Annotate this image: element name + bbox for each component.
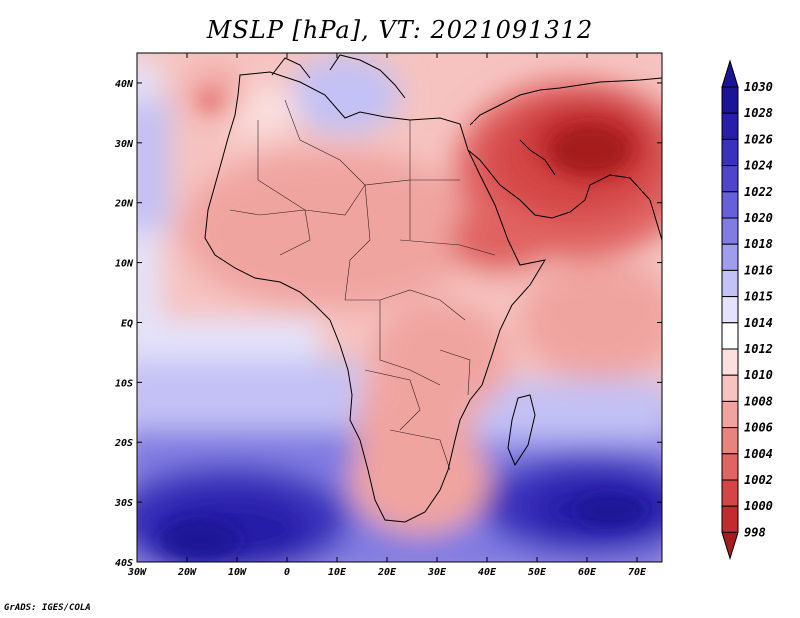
colorbar-label: 1004 [744, 447, 773, 461]
colorbar-label: 1022 [744, 185, 773, 199]
lon-tick-label: 70E [628, 567, 647, 578]
lon-tick-label: 30E [427, 567, 447, 578]
lon-tick-label: 50E [528, 567, 547, 578]
borders [229, 99, 496, 471]
colorbar-swatch [721, 400, 739, 429]
lat-tick-label: EQ [121, 318, 133, 329]
colorbar-swatch [721, 191, 739, 219]
coastlines [204, 54, 662, 523]
colorbar-swatch [721, 427, 739, 455]
colorbar-label: 1010 [744, 368, 773, 382]
lon-tick-label: 60E [578, 567, 597, 578]
lat-tick-label: 20N [114, 199, 134, 210]
lon-tick-label: 40E [478, 567, 497, 578]
lat-tick-label: 20S [114, 438, 133, 449]
colorbar-swatch [721, 138, 739, 167]
colorbar-swatch [721, 322, 739, 350]
colorbar-swatch [721, 165, 739, 193]
axis-ticks: 30W 20W 10W 0 10E 20E 30E 40E 50E 60E 70E 40N 30N 20N… [114, 53, 662, 578]
credit-label: GrADS: IGES/COLA [4, 603, 91, 613]
lon-tick-label: 0 [284, 567, 290, 578]
colorbar-label: 998 [744, 525, 766, 539]
colorbar-swatch [721, 296, 739, 324]
lat-tick-label: 30N [114, 139, 134, 150]
lat-tick-label: 40S [115, 558, 133, 569]
colorbar-label: 1006 [744, 421, 773, 435]
lon-tick-label: 20W [177, 567, 197, 578]
colorbar: 1030 1028 1026 1024 1022 1020 1018 1016 1015 1014… [721, 59, 773, 561]
lat-tick-label: 40N [115, 79, 134, 90]
lat-tick-label: 30S [114, 498, 133, 509]
colorbar-label: 1030 [744, 80, 773, 94]
colorbar-label: 1014 [744, 316, 773, 330]
colorbar-swatch [721, 374, 739, 402]
lon-tick-label: 20E [377, 567, 397, 578]
map-frame [136, 52, 663, 563]
colorbar-bottom-arrow [721, 531, 739, 561]
colorbar-swatch [721, 112, 739, 140]
colorbar-label: 1018 [744, 237, 773, 251]
pressure-field [137, 53, 662, 562]
lon-tick-label: 30W [127, 567, 147, 578]
colorbar-swatch [721, 348, 739, 376]
colorbar-label: 1002 [744, 473, 773, 487]
colorbar-swatch [721, 86, 739, 114]
colorbar-label: 1028 [744, 106, 773, 120]
colorbar-swatch [721, 479, 739, 507]
colorbar-label: 1026 [744, 132, 773, 146]
colorbar-swatch [721, 269, 739, 298]
colorbar-label: 1000 [744, 499, 773, 513]
colorbar-top-arrow [721, 59, 739, 88]
colorbar-label: 1008 [744, 394, 773, 408]
map-title: MSLP [hPa], VT: 2021091312 [206, 16, 594, 44]
colorbar-swatch [721, 217, 739, 245]
colorbar-label: 1015 [744, 290, 773, 304]
lat-tick-label: 10S [115, 378, 133, 389]
lon-tick-label: 10W [228, 567, 247, 578]
lat-tick-label: 10N [115, 259, 134, 270]
colorbar-label: 1016 [744, 263, 773, 277]
colorbar-swatch [721, 453, 739, 481]
colorbar-label: 1024 [744, 159, 773, 173]
colorbar-swatch [721, 505, 739, 533]
colorbar-label: 1020 [744, 211, 773, 225]
colorbar-label: 1012 [744, 342, 773, 356]
colorbar-swatch [721, 243, 739, 271]
lon-tick-label: 10E [328, 567, 347, 578]
